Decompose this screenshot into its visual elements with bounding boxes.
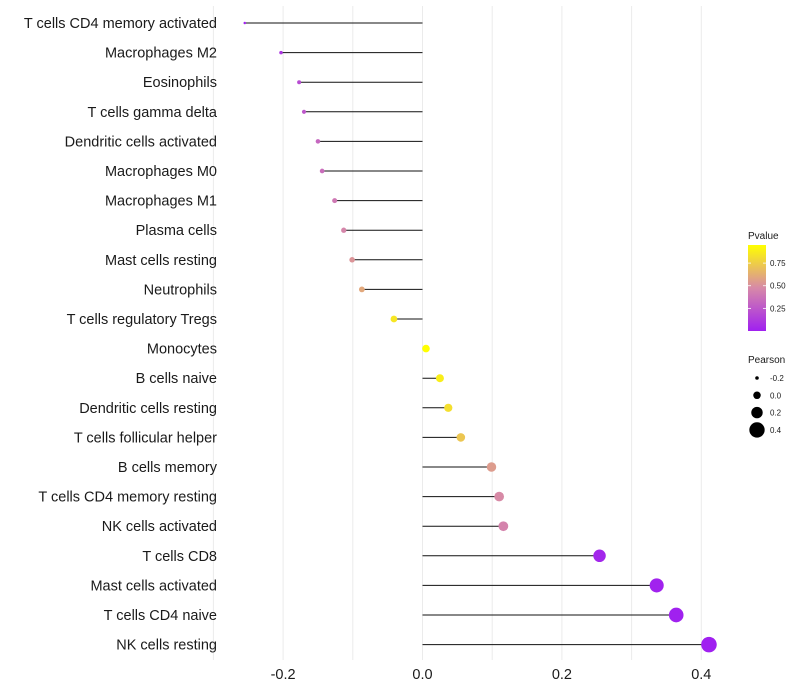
y-tick-label: Macrophages M1 xyxy=(105,194,217,210)
y-tick-label: B cells naive xyxy=(136,371,217,387)
pvalue-colorbar xyxy=(748,245,766,331)
lollipop-point xyxy=(444,403,453,412)
size-key-dot xyxy=(751,406,763,419)
y-tick-label: Plasma cells xyxy=(136,223,217,239)
y-tick-label: T cells regulatory Tregs xyxy=(67,312,217,328)
lollipop-point xyxy=(301,109,307,114)
x-tick-label: 0.4 xyxy=(691,667,711,683)
lollipop-point xyxy=(498,521,509,532)
stem-layer xyxy=(244,22,709,646)
y-tick-label: T cells CD4 naive xyxy=(104,608,217,624)
y-tick-label: Macrophages M2 xyxy=(105,46,217,62)
y-tick-label: Dendritic cells resting xyxy=(79,401,217,417)
y-tick-label: Monocytes xyxy=(147,342,217,358)
lollipop-point xyxy=(390,315,398,323)
colorbar-label: 0.50 xyxy=(770,282,786,291)
y-tick-label: T cells CD8 xyxy=(142,549,217,565)
y-tick-label: T cells CD4 memory resting xyxy=(38,490,217,506)
lollipop-point xyxy=(279,50,283,55)
size-key-dot xyxy=(753,391,761,400)
point-layer xyxy=(243,21,717,653)
pvalue-legend-title: Pvalue xyxy=(748,231,779,242)
x-tick-label: 0.2 xyxy=(552,667,572,683)
y-tick-label: Neutrophils xyxy=(144,282,217,298)
y-tick-label: Mast cells activated xyxy=(90,578,217,594)
pearson-legend: Pearson -0.2 0.0 0.2 0.4 xyxy=(748,355,785,438)
y-tick-label: B cells memory xyxy=(118,460,218,476)
lollipop-point xyxy=(297,80,302,85)
lollipop-point xyxy=(319,168,325,174)
lollipop-point xyxy=(494,491,505,502)
y-tick-label: T cells CD4 memory activated xyxy=(24,16,217,32)
y-tick-label: Mast cells resting xyxy=(105,253,217,269)
lollipop-point xyxy=(349,257,355,263)
lollipop-point xyxy=(649,578,664,593)
pearson-legend-title: Pearson xyxy=(748,355,785,366)
y-tick-label: T cells gamma delta xyxy=(88,105,218,121)
x-tick-label: -0.2 xyxy=(271,667,296,683)
size-key-dot xyxy=(749,422,765,438)
lollipop-point xyxy=(422,344,430,353)
y-tick-label: NK cells resting xyxy=(116,638,217,654)
lollipop-point xyxy=(668,607,684,623)
x-tick-label: 0.0 xyxy=(412,667,432,683)
size-key-label: 0.2 xyxy=(770,409,782,418)
lollipop-point xyxy=(701,636,717,653)
lollipop-point xyxy=(593,549,606,563)
y-axis-labels: T cells CD4 memory activated Macrophages … xyxy=(24,16,218,654)
lollipop-point xyxy=(358,286,365,293)
grid-layer xyxy=(212,6,702,660)
lollipop-point xyxy=(486,462,497,472)
x-axis-ticks: -0.2 0.0 0.2 0.4 xyxy=(271,667,712,683)
lollipop-point xyxy=(435,374,444,383)
lollipop-point xyxy=(456,433,466,442)
colorbar-label: 0.25 xyxy=(770,304,786,313)
size-key-label: 0.0 xyxy=(770,391,782,400)
lollipop-point xyxy=(243,21,247,25)
colorbar-label: 0.75 xyxy=(770,259,786,268)
size-key-label: 0.4 xyxy=(770,426,782,435)
y-tick-label: Macrophages M0 xyxy=(105,164,217,180)
size-key-label: -0.2 xyxy=(770,374,784,383)
pvalue-legend: Pvalue 0.25 0.50 0.75 xyxy=(748,231,786,331)
y-tick-label: Eosinophils xyxy=(143,75,217,91)
y-tick-label: T cells follicular helper xyxy=(74,430,217,446)
y-tick-label: Dendritic cells activated xyxy=(65,134,217,150)
lollipop-point xyxy=(332,198,338,204)
lollipop-point xyxy=(341,227,347,233)
y-tick-label: NK cells activated xyxy=(102,519,217,535)
lollipop-point xyxy=(315,139,321,144)
size-key-dot xyxy=(755,376,759,380)
